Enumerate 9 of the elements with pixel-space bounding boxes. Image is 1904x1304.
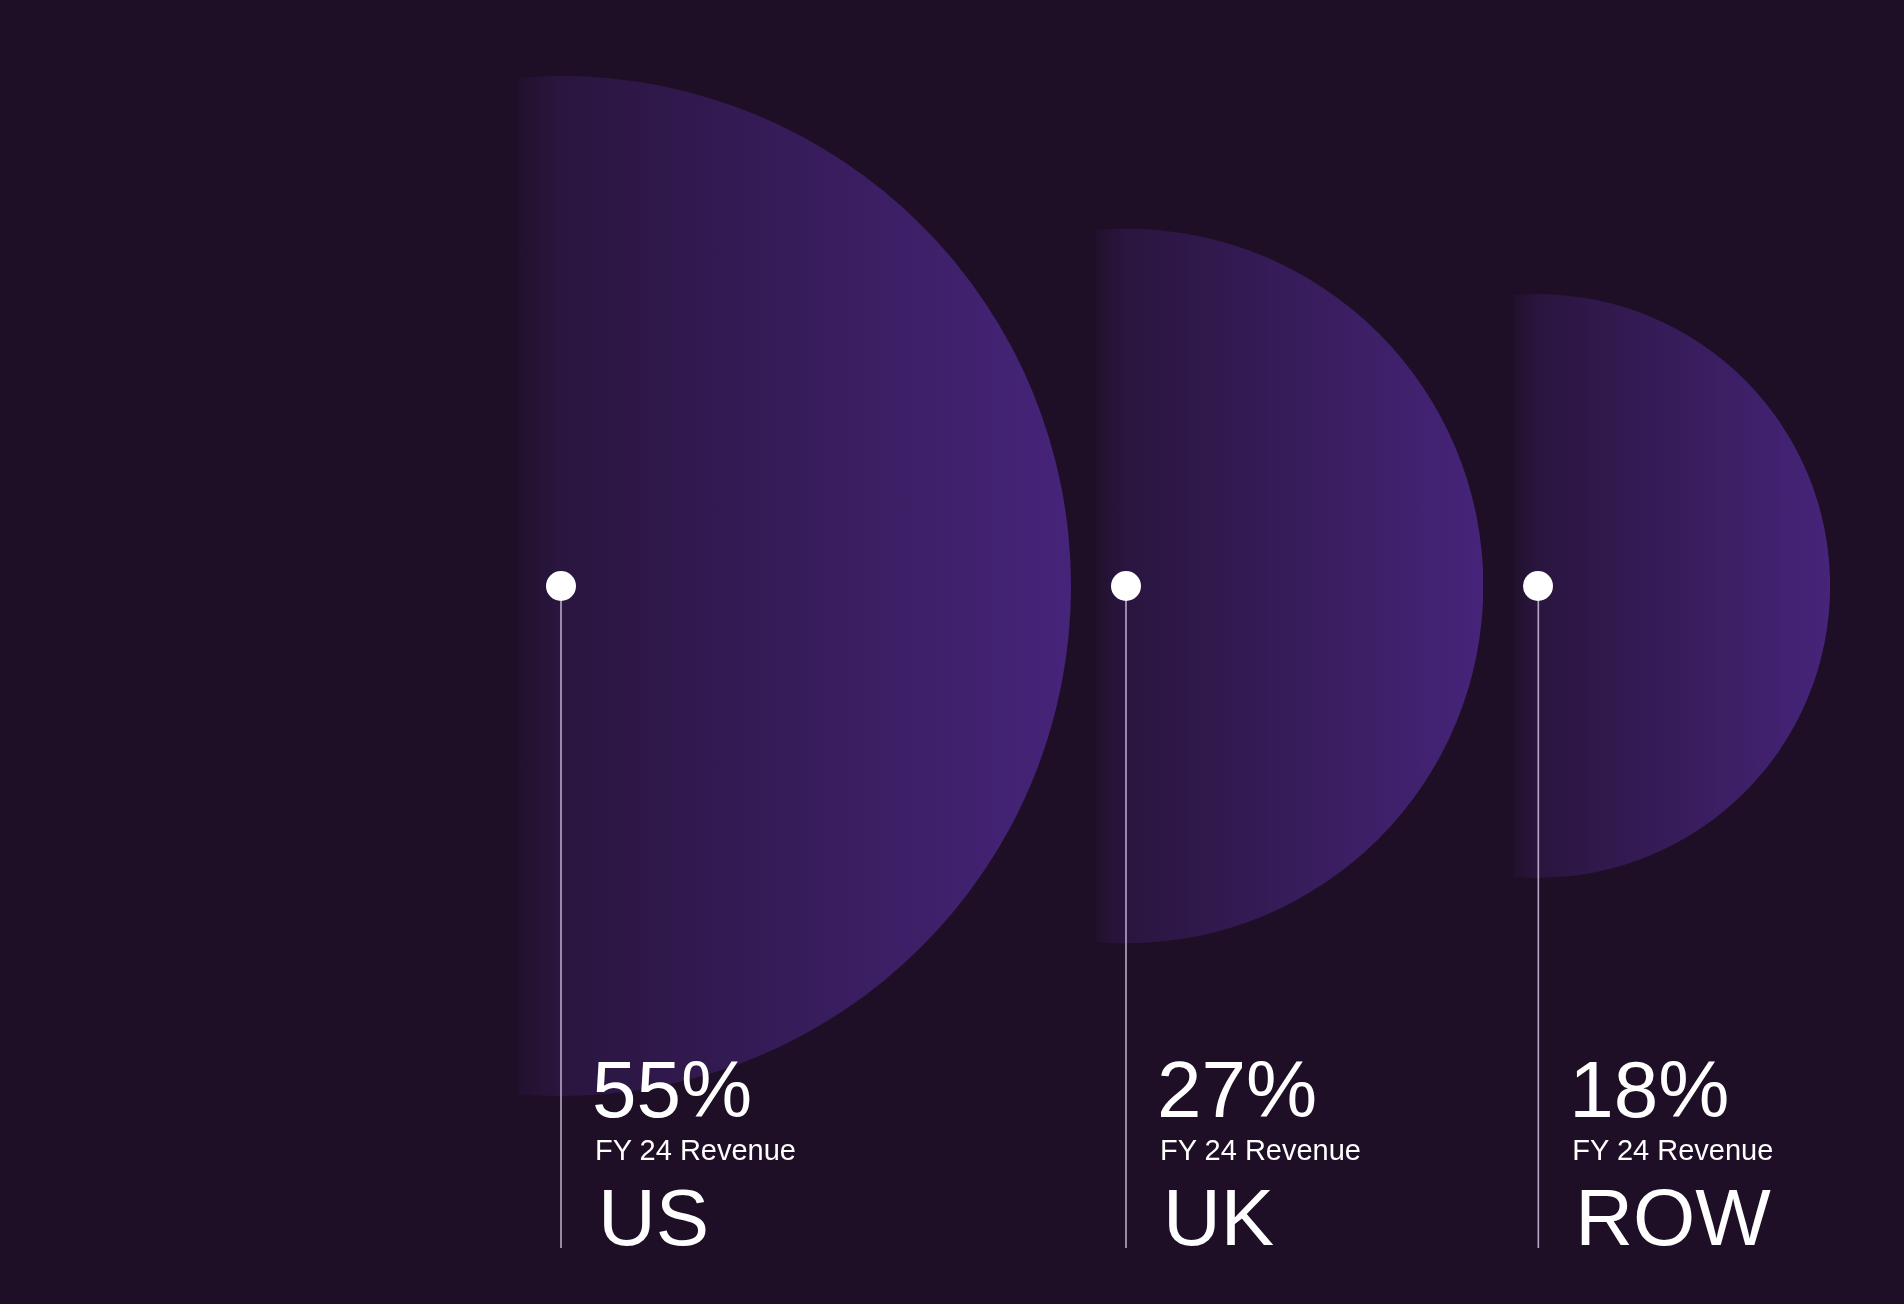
data-label: 27% <box>1157 1045 1318 1134</box>
category-label: ROW <box>1575 1173 1772 1262</box>
category-label: US <box>598 1173 710 1262</box>
data-label: 18% <box>1569 1045 1730 1134</box>
text: FY 24 Revenue <box>595 1134 796 1166</box>
text: FY 24 Revenue <box>1572 1134 1774 1166</box>
data-label: 55% <box>592 1045 753 1134</box>
text: FY 24 Revenue <box>1160 1134 1361 1166</box>
category-label: UK <box>1163 1173 1275 1262</box>
